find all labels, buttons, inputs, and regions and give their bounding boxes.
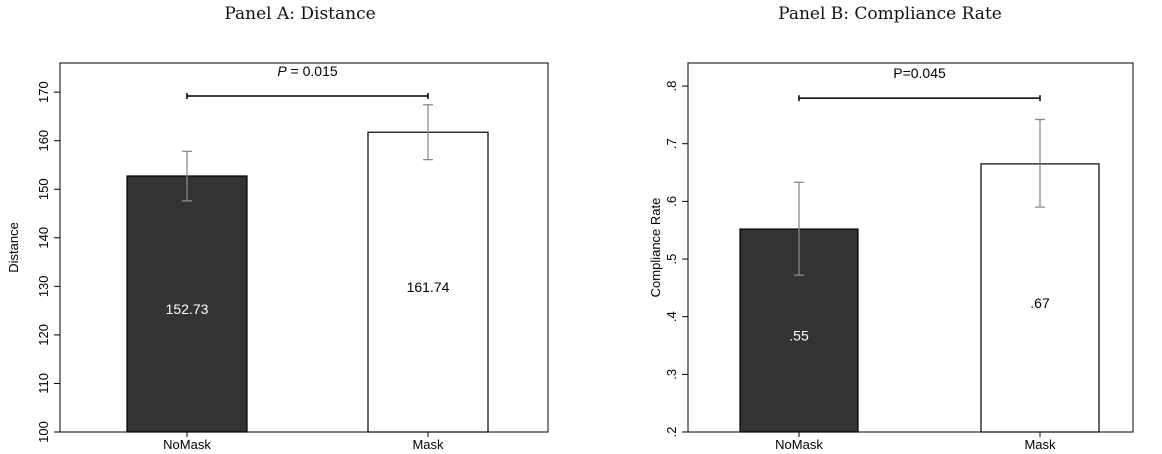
panel-a: 100 110 120 130 140 150 160 170 Distance 152.73 No… <box>6 62 549 452</box>
y-tick-label: 110 <box>36 373 51 394</box>
y-tick-label: .8 <box>664 81 679 92</box>
y-axis-label: Compliance Rate <box>648 198 663 298</box>
y-tick-label: .5 <box>664 254 679 265</box>
y-tick-label: .7 <box>664 138 679 149</box>
y-tick-label: .6 <box>664 196 679 207</box>
y-tick-label: 170 <box>36 81 51 103</box>
y-tick-label: 120 <box>36 324 51 346</box>
bar-value-label: 152.73 <box>166 301 209 317</box>
panel-a-title: Panel A: Distance <box>224 4 376 24</box>
y-tick-label: 100 <box>36 421 51 443</box>
bar-value-label: 161.74 <box>407 279 450 295</box>
bar-mask <box>367 131 489 433</box>
x-tick-label: NoMask <box>163 437 211 452</box>
y-tick-label: 160 <box>36 130 51 152</box>
bar-mask <box>980 163 1100 433</box>
y-tick-label: .2 <box>664 427 679 438</box>
bar-value-label: .55 <box>789 328 809 344</box>
y-tick-label: 150 <box>36 178 51 200</box>
x-tick-label: Mask <box>412 437 444 452</box>
plot-frame <box>687 62 1134 433</box>
y-tick-label: 130 <box>36 275 51 297</box>
x-tick-label: NoMask <box>775 437 823 452</box>
bar-value-label: .67 <box>1030 295 1050 311</box>
y-tick-label: .4 <box>664 311 679 322</box>
y-tick-label: .3 <box>664 369 679 380</box>
y-tick-label: 140 <box>36 227 51 249</box>
significance-label: P = 0.015 <box>277 63 338 79</box>
significance-label: P=0.045 <box>893 65 946 81</box>
y-axis-label: Distance <box>6 222 21 273</box>
bar-nomask <box>126 175 248 433</box>
panel-b: .2 .3 .4 .5 .6 .7 .8 Compliance Rate .55 NoMask .6… <box>648 62 1134 452</box>
plot-frame <box>59 62 549 433</box>
panel-b-title: Panel B: Compliance Rate <box>778 4 1002 24</box>
x-tick-label: Mask <box>1024 437 1056 452</box>
